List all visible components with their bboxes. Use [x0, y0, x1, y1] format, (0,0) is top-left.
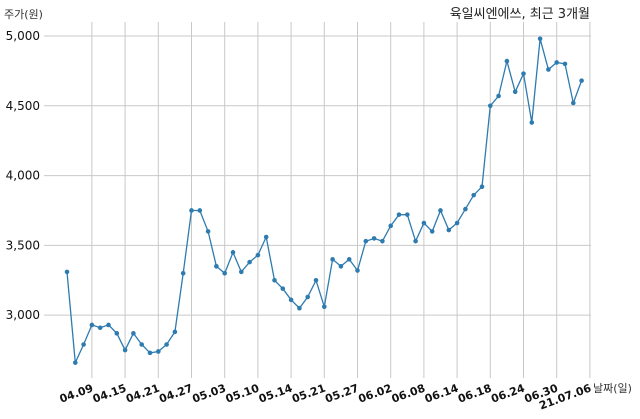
data-point	[313, 277, 319, 283]
axis-ticks: 3,000 3,500 4,000 4,500 5,000 04.0904.1504.21…	[6, 29, 594, 412]
x-tick-label: 04.27	[157, 382, 194, 406]
y-tick-label: 4,500	[6, 99, 40, 113]
data-point	[272, 277, 277, 283]
data-point	[64, 269, 70, 275]
data-point	[164, 342, 169, 347]
data-point	[247, 259, 252, 265]
data-point	[429, 229, 435, 234]
y-axis-title: 주가(원)	[4, 8, 43, 21]
x-axis-title: 날짜(일)	[593, 381, 632, 395]
data-point	[446, 227, 452, 233]
data-point	[338, 264, 344, 269]
data-point	[421, 220, 427, 226]
y-tick-label: 3,500	[6, 238, 40, 252]
x-tick-label: 06.18	[456, 382, 493, 406]
data-point	[322, 304, 327, 310]
x-tick-label: 05.03	[191, 382, 228, 406]
data-point	[172, 329, 178, 335]
data-point	[413, 238, 418, 244]
data-point	[297, 305, 302, 311]
data-point	[106, 322, 111, 328]
data-point	[81, 342, 86, 347]
x-tick-label: 05.14	[257, 381, 294, 405]
data-point	[396, 212, 402, 217]
data-point	[579, 78, 584, 83]
x-tick-label: 05.10	[224, 381, 261, 405]
x-tick-label: 04.21	[124, 382, 161, 406]
data-point	[197, 208, 203, 213]
data-point	[512, 89, 518, 95]
x-tick-label: 06.14	[423, 381, 460, 405]
data-point	[73, 360, 78, 365]
data-point	[114, 331, 120, 336]
data-point	[546, 67, 551, 72]
data-point	[454, 220, 460, 226]
data-point	[305, 294, 311, 300]
data-point	[529, 120, 535, 125]
x-tick-label: 04.15	[91, 382, 128, 406]
data-point	[222, 270, 227, 276]
data-point	[571, 100, 576, 106]
data-point	[139, 342, 144, 347]
data-point	[255, 252, 261, 258]
chart-title: 육일씨엔에쓰, 최근 3개월	[450, 7, 590, 22]
data-point	[263, 234, 269, 240]
data-point	[147, 350, 153, 356]
data-point	[521, 71, 526, 76]
data-point	[380, 238, 385, 244]
data-point	[438, 208, 443, 213]
data-point	[405, 212, 410, 217]
data-point	[471, 192, 477, 198]
data-point	[504, 58, 510, 64]
data-point	[479, 184, 485, 190]
data-point	[346, 257, 352, 262]
data-point	[280, 286, 286, 291]
data-point	[89, 322, 95, 328]
data-point	[239, 269, 244, 275]
y-tick-label: 4,000	[6, 169, 40, 183]
data-point	[496, 93, 501, 99]
data-point	[363, 238, 369, 244]
x-tick-label: 04.09	[58, 382, 95, 406]
data-point	[537, 36, 543, 42]
data-point	[189, 208, 194, 213]
data-point	[214, 264, 219, 269]
grid-lines	[44, 22, 591, 378]
data-point	[97, 325, 103, 331]
data-point	[131, 331, 136, 336]
x-tick-label: 05.21	[290, 382, 327, 406]
data-point	[371, 236, 377, 241]
data-point	[488, 103, 493, 109]
data-point	[122, 347, 128, 353]
y-tick-label: 3,000	[6, 308, 40, 322]
x-tick-label: 05.27	[323, 382, 360, 406]
x-tick-label: 06.24	[489, 381, 526, 405]
data-point	[156, 349, 161, 354]
y-tick-label: 5,000	[6, 29, 40, 43]
x-tick-label: 06.08	[390, 382, 427, 406]
data-point	[330, 257, 335, 262]
data-point	[554, 60, 559, 65]
data-point	[355, 268, 360, 273]
data-point	[230, 250, 236, 255]
data-point	[205, 229, 211, 234]
data-point	[562, 61, 568, 67]
price-series	[64, 36, 584, 366]
data-point	[388, 223, 394, 229]
data-point	[288, 297, 294, 303]
data-point	[180, 270, 186, 276]
x-tick-label: 06.02	[357, 382, 394, 406]
data-point	[463, 206, 468, 212]
